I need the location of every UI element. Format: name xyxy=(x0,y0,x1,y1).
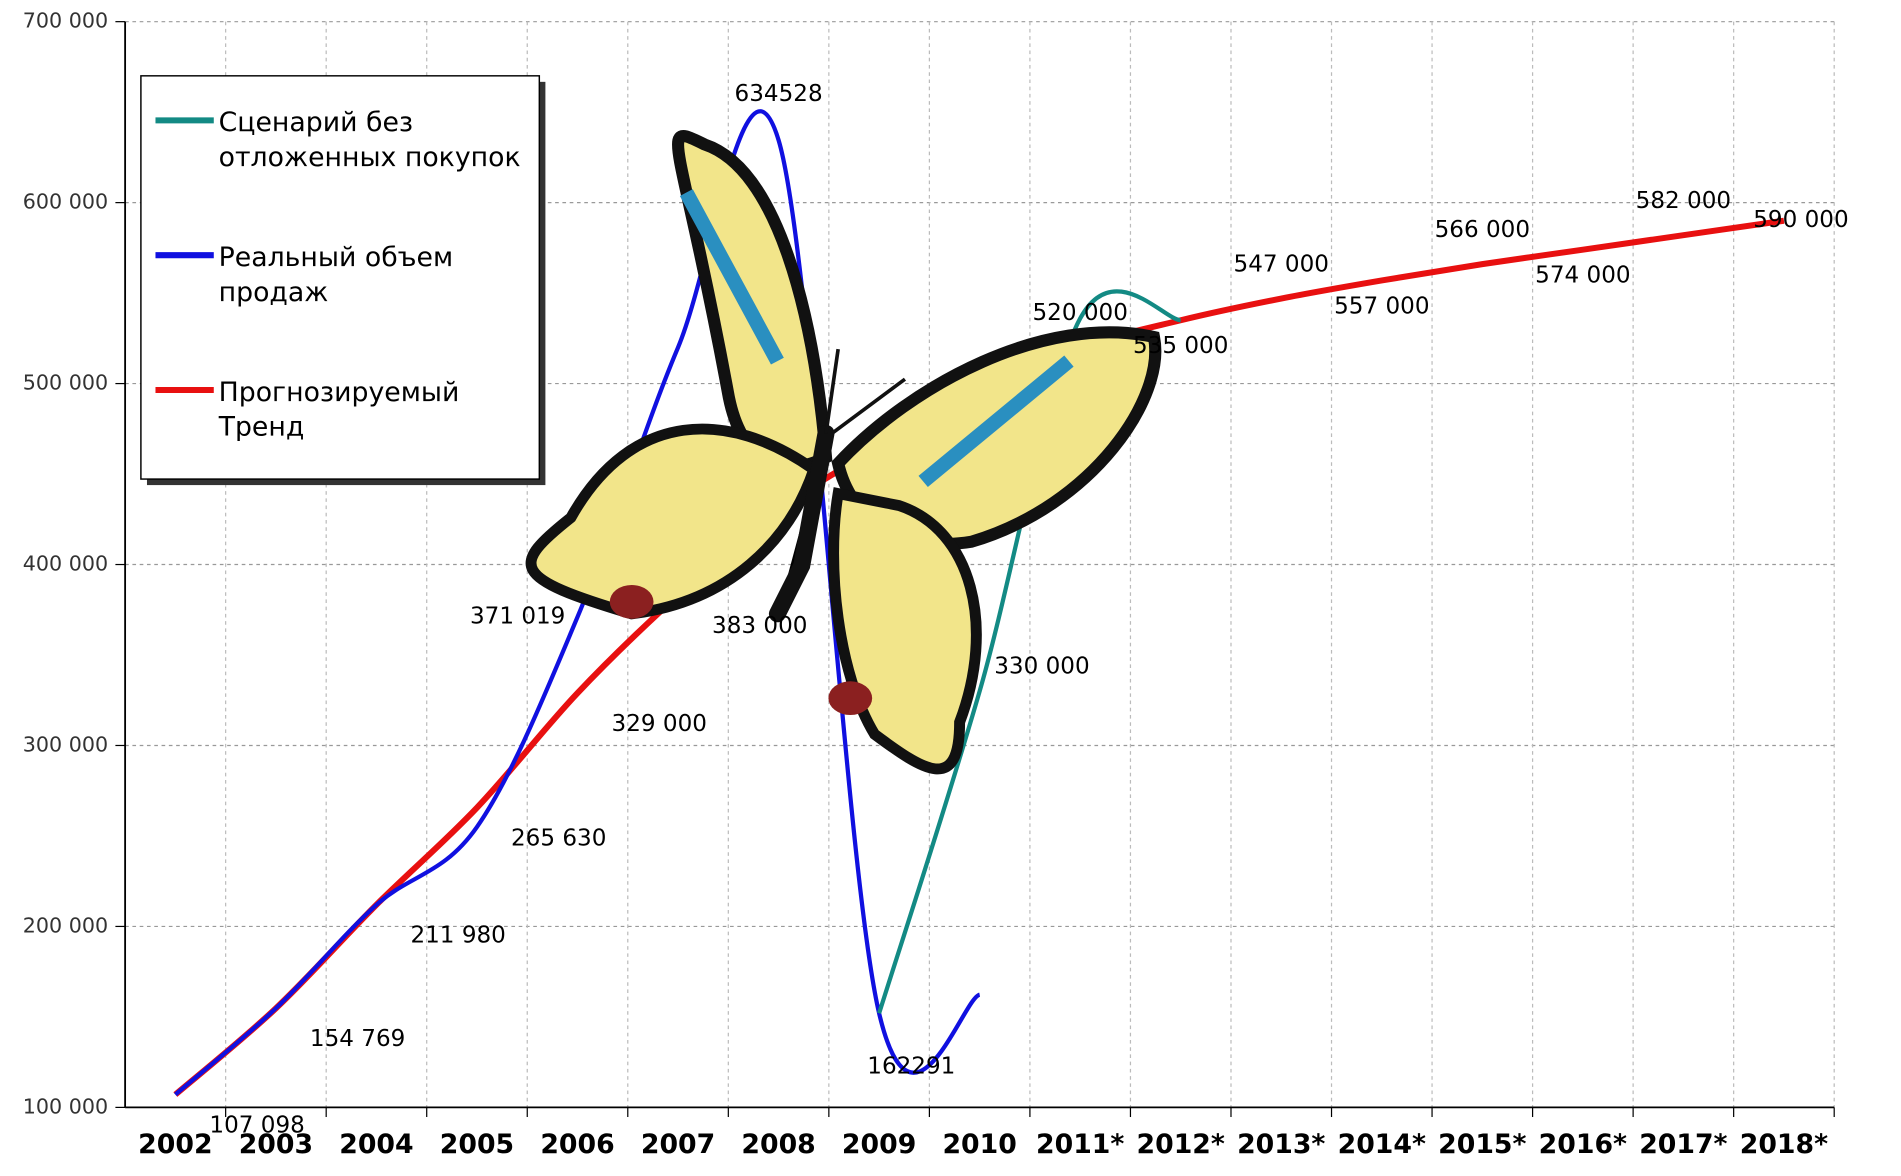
y-tick-label: 700 000 xyxy=(23,9,108,33)
series-line xyxy=(173,109,981,1097)
y-tick-label: 200 000 xyxy=(23,913,108,937)
x-tick-label: 2016* xyxy=(1539,1129,1627,1160)
x-tick-label: 2004 xyxy=(339,1129,413,1160)
y-tick-label: 400 000 xyxy=(23,552,108,576)
x-tick-label: 2017* xyxy=(1639,1129,1727,1160)
data-label: 535 000 xyxy=(1133,333,1228,359)
legend-entry: Сценарий без отложенных покупок xyxy=(218,108,521,174)
x-tick-label: 2018* xyxy=(1740,1129,1828,1160)
legend-entry: Реальный объем продаж xyxy=(218,243,454,309)
y-tick-label: 300 000 xyxy=(23,733,108,757)
x-tick-label: 2003 xyxy=(239,1129,313,1160)
butterfly-illustration xyxy=(525,130,1162,775)
x-tick-label: 2002 xyxy=(138,1129,212,1160)
y-tick-label: 600 000 xyxy=(23,190,108,214)
data-label: 547 000 xyxy=(1234,251,1329,277)
legend xyxy=(140,75,541,480)
data-label: 557 000 xyxy=(1334,293,1429,319)
legend-entry: Прогнозируемый Тренд xyxy=(218,377,460,443)
x-tick-label: 2014* xyxy=(1338,1129,1426,1160)
data-label: 634528 xyxy=(735,81,823,107)
data-label: 383 000 xyxy=(712,613,807,639)
data-label: 371 019 xyxy=(470,604,565,630)
series-line xyxy=(877,289,1182,1014)
data-label: 211 980 xyxy=(410,923,505,949)
x-tick-label: 2008 xyxy=(741,1129,815,1160)
x-tick-label: 2011* xyxy=(1036,1129,1124,1160)
y-tick-label: 500 000 xyxy=(23,371,108,395)
x-tick-label: 2015* xyxy=(1438,1129,1526,1160)
x-tick-label: 2007 xyxy=(641,1129,715,1160)
legend-label: Прогнозируемый Тренд xyxy=(218,377,460,443)
data-label: 590 000 xyxy=(1753,207,1848,233)
x-tick-label: 2013* xyxy=(1237,1129,1325,1160)
data-label: 154 769 xyxy=(310,1026,405,1052)
data-label: 582 000 xyxy=(1636,188,1731,214)
x-tick-label: 2006 xyxy=(540,1129,614,1160)
x-tick-label: 2010 xyxy=(942,1129,1016,1160)
data-label: 574 000 xyxy=(1535,263,1630,289)
x-tick-label: 2009 xyxy=(842,1129,916,1160)
data-label: 330 000 xyxy=(994,654,1089,680)
data-label: 520 000 xyxy=(1032,300,1127,326)
data-label: 329 000 xyxy=(612,711,707,737)
legend-label: Сценарий без отложенных покупок xyxy=(218,108,521,174)
data-label: 162291 xyxy=(867,1053,955,1079)
data-label: 107 098 xyxy=(209,1112,304,1138)
data-label: 265 630 xyxy=(511,826,606,852)
x-tick-label: 2005 xyxy=(440,1129,514,1160)
data-label: 566 000 xyxy=(1435,217,1530,243)
x-tick-label: 2012* xyxy=(1137,1129,1225,1160)
legend-label: Реальный объем продаж xyxy=(218,243,454,309)
y-tick-label: 100 000 xyxy=(23,1094,108,1118)
